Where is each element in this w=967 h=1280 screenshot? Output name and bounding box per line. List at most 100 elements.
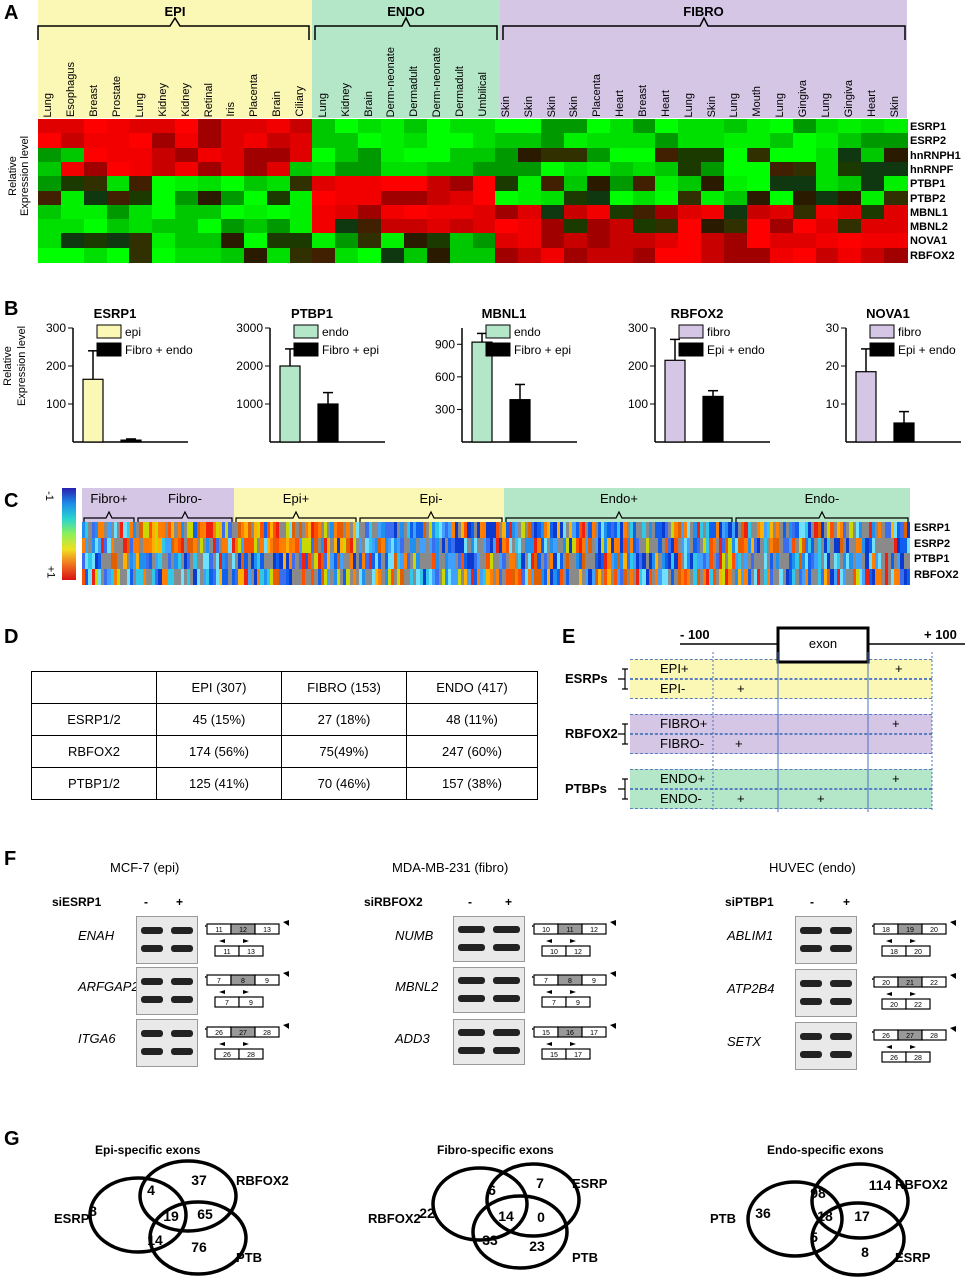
gel-band (458, 994, 485, 1002)
heatmap-cell (336, 537, 341, 554)
heatmap-cell (435, 568, 440, 585)
venn-set-label: RBFOX2 (236, 1173, 289, 1188)
heatmap-cell (521, 522, 526, 538)
heatmap-cell (164, 553, 169, 569)
heatmap-cell (464, 537, 468, 554)
heatmap-cell (887, 568, 892, 585)
heatmap-cell (60, 233, 85, 249)
heatmap-cell (569, 537, 573, 554)
heatmap-cell (769, 190, 794, 206)
heatmap-cell (499, 553, 503, 569)
heatmap-cell (731, 553, 736, 569)
heatmap-cell (541, 190, 565, 206)
heatmap-cell (123, 568, 128, 585)
gel-band (800, 945, 822, 953)
bar (279, 365, 301, 443)
heatmap-cell (263, 537, 268, 554)
heatmap-cell (865, 537, 870, 554)
heatmap-cell (728, 522, 733, 538)
heatmap-cell (120, 522, 124, 538)
heatmap-cell (609, 176, 634, 192)
heatmap-cell (859, 522, 863, 538)
tissue-label: Placenta (248, 74, 261, 117)
heatmap-cell (648, 522, 653, 538)
heatmap-cell (769, 204, 794, 220)
heatmap-cell (620, 537, 624, 554)
heatmap-cell (609, 219, 634, 234)
primer-arrow (546, 939, 576, 943)
panel-e-row-bg (630, 714, 932, 734)
heatmap-cell (744, 537, 749, 554)
exon-number: 21 (906, 980, 914, 987)
heatmap-cell (132, 522, 137, 538)
heatmap-cell (639, 537, 643, 554)
heatmap-cell (336, 522, 341, 538)
heatmap-cell (368, 537, 373, 554)
venn-set-label: ESRP (572, 1176, 608, 1191)
heatmap-cell (827, 568, 831, 585)
heatmap-cell (607, 537, 612, 554)
heatmap-cell (472, 247, 496, 263)
venn-count: 98 (810, 1185, 826, 1201)
heatmap-cell (769, 133, 794, 149)
heatmap-cell (231, 537, 236, 554)
chart-title: NOVA1 (866, 306, 910, 321)
heatmap-cell (193, 568, 198, 585)
heatmap-cell (335, 176, 359, 192)
venn-set-label: RBFOX2 (368, 1211, 421, 1226)
heatmap-cell (413, 553, 417, 569)
tissue-label: Gingiva (842, 79, 855, 117)
heatmap-cell (655, 119, 679, 134)
heatmap-cell (269, 568, 274, 585)
heatmap-cell (701, 119, 725, 134)
heatmap-cell (887, 553, 892, 569)
heatmap-cell (531, 522, 535, 538)
heatmap-cell (664, 522, 669, 538)
heatmap-cell (225, 553, 229, 569)
tissue-label: Breast (88, 85, 101, 117)
heatmap-cell (766, 537, 771, 554)
heatmap-cell (795, 568, 800, 585)
tissue-label: Derm-neonate (385, 46, 398, 117)
heatmap-cell (632, 147, 657, 163)
heatmap-cell (846, 553, 850, 569)
plus-lane-label: + (843, 895, 851, 909)
heatmap-cell (667, 553, 672, 569)
heatmap-cell (476, 568, 481, 585)
heatmap-cell (426, 133, 451, 149)
panel-b-ylabel-1: Relative (2, 346, 14, 386)
heatmap-cell (161, 522, 166, 538)
heatmap-cell (833, 522, 838, 538)
heatmap-cell (333, 522, 338, 538)
heatmap-cell (861, 247, 885, 263)
binding-protein-label: PTBPs (565, 781, 607, 796)
heatmap-cell (126, 553, 131, 569)
heatmap-cell (312, 133, 336, 149)
heatmap-cell (355, 568, 360, 585)
heatmap-cell (586, 204, 611, 220)
heatmap-cell (678, 204, 702, 220)
exon-box (905, 998, 931, 1010)
heatmap-cell (760, 568, 764, 585)
heatmap-cell (563, 161, 588, 177)
heatmap-cell (381, 119, 405, 134)
heatmap-cell (120, 537, 124, 554)
heatmap-cell (91, 537, 96, 554)
gel-band (171, 1029, 193, 1037)
heatmap-cell (218, 537, 223, 554)
heatmap-cell (362, 553, 366, 569)
heatmap-cell (527, 568, 532, 585)
exon-number: 26 (215, 1030, 223, 1037)
enrichment-plus: + (737, 791, 745, 806)
heatmap-cell (333, 553, 338, 569)
heatmap-cell (518, 176, 542, 192)
heatmap-cell (703, 537, 707, 554)
gene-name: ITGA6 (78, 1031, 116, 1046)
heatmap-cell (680, 522, 685, 538)
heatmap-cell (632, 522, 637, 538)
heatmap-cell (460, 568, 465, 585)
heatmap-cell (472, 176, 496, 192)
heatmap-cell (588, 553, 593, 569)
heatmap-cell (416, 537, 421, 554)
